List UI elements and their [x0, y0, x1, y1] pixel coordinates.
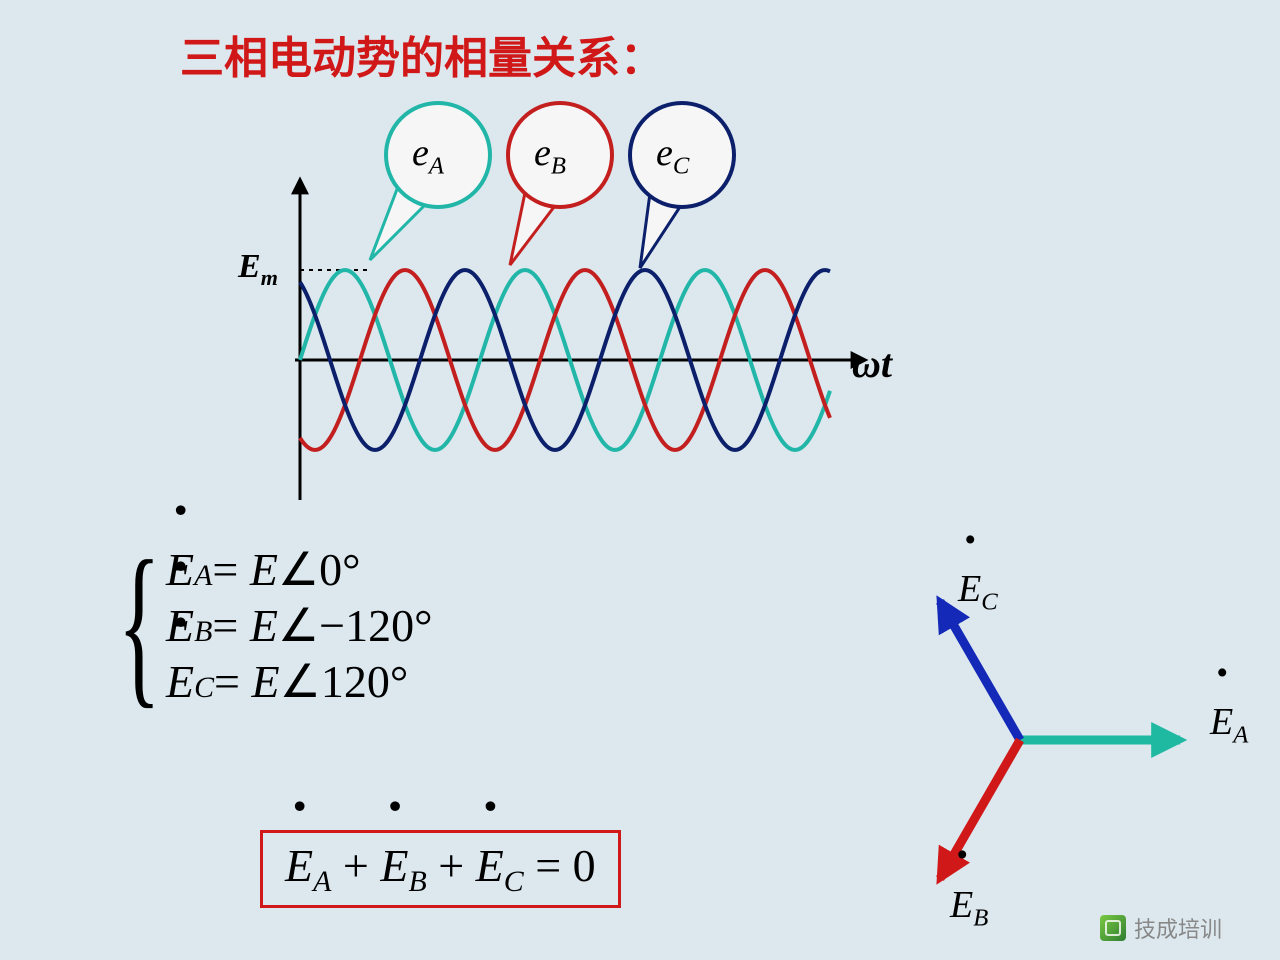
phasor-EC: [940, 601, 1020, 740]
equation-row-1: EB = E∠−120°: [166, 598, 433, 652]
wave-label-eC: eC: [656, 131, 689, 181]
phasor-label-EC: EC: [958, 567, 998, 617]
equation-row-2: EC = E∠120°: [166, 654, 433, 708]
phasor-label-EB: EB: [950, 883, 988, 933]
wave-label-eB: eB: [534, 131, 566, 181]
wechat-icon: [1100, 915, 1126, 941]
equations-block: EA = E∠0°EB = E∠−120°EC = E∠120°: [166, 540, 433, 710]
figure-svg: [0, 0, 1280, 960]
watermark: 技成培训: [1100, 912, 1222, 944]
equation-row-0: EA = E∠0°: [166, 542, 433, 596]
page-title: 三相电动势的相量关系：: [180, 22, 664, 86]
y-axis-label: Em: [238, 248, 278, 291]
sum-equation-box: EA + EB + EC = 0: [260, 830, 621, 908]
equations-brace: {: [118, 534, 161, 714]
watermark-text: 技成培训: [1134, 912, 1222, 944]
phasor-EB: [940, 740, 1020, 879]
phasor-label-EA: EA: [1210, 700, 1248, 750]
wave-label-eA: eA: [412, 131, 444, 181]
x-axis-label: ωt: [852, 340, 892, 387]
